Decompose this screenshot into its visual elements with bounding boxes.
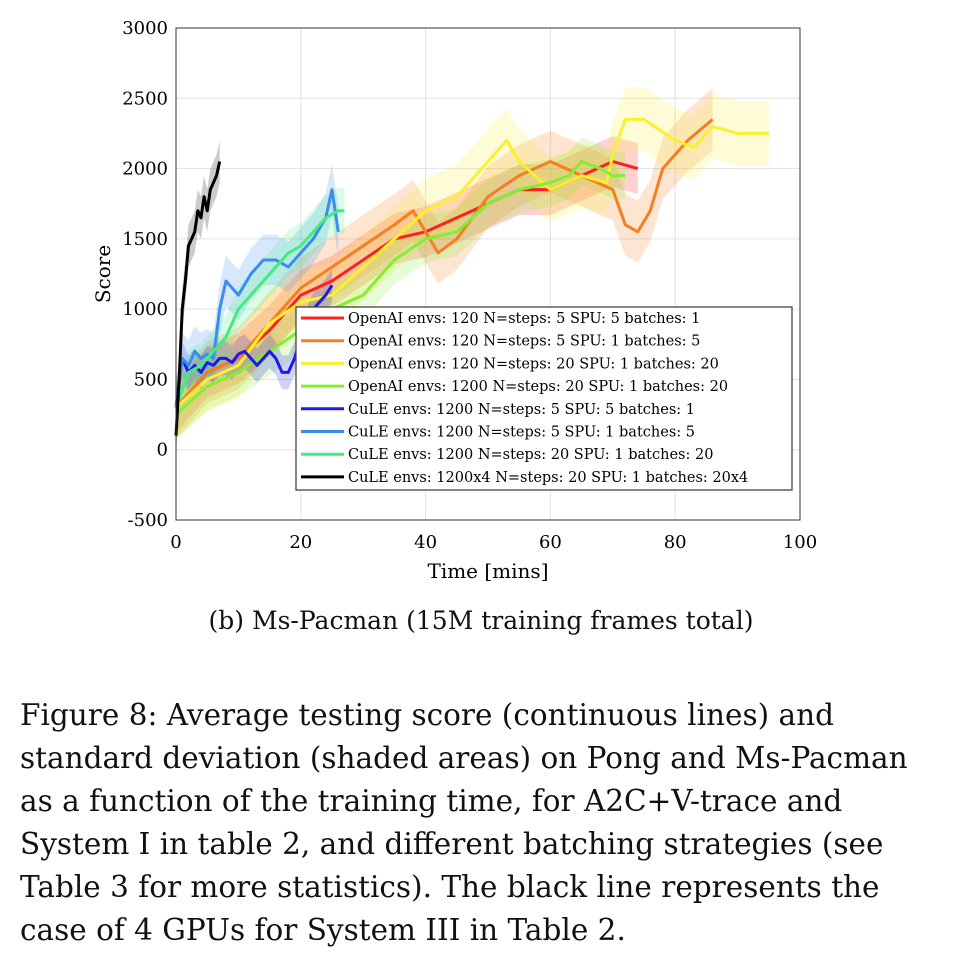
y-tick-label: 0: [157, 440, 168, 461]
subcaption: (b) Ms-Pacman (15M training frames total…: [208, 606, 754, 635]
y-tick-label: 1500: [122, 229, 168, 250]
legend-entry: CuLE envs: 1200x4 N=steps: 20 SPU: 1 bat…: [348, 470, 748, 486]
legend-entry: OpenAI envs: 1200 N=steps: 20 SPU: 1 bat…: [348, 379, 728, 395]
series-line: [174, 160, 626, 416]
x-tick-label: 0: [170, 532, 181, 553]
y-tick-label: 2000: [122, 159, 168, 180]
y-tick-label: 3000: [122, 18, 168, 39]
legend-entry: OpenAI envs: 120 N=steps: 20 SPU: 1 batc…: [348, 356, 719, 372]
std-band: [176, 164, 339, 433]
x-tick-label: 80: [664, 532, 687, 553]
legend-entry: CuLE envs: 1200 N=steps: 5 SPU: 1 batche…: [348, 425, 695, 441]
std-band: [176, 140, 220, 457]
y-tick-label: 500: [134, 369, 168, 390]
x-tick-label: 100: [783, 532, 817, 553]
legend-box: [295, 306, 793, 491]
caption-line: case of 4 GPUs for System III in Table 2…: [20, 913, 626, 947]
x-tick-label: 60: [539, 532, 562, 553]
y-axis-label: Score: [91, 245, 115, 303]
x-tick-label: 20: [289, 532, 312, 553]
y-tick-label: 1000: [122, 299, 168, 320]
series-line: [174, 161, 222, 436]
caption-line: Table 3 for more statistics). The black …: [20, 870, 880, 904]
series-line: [174, 188, 340, 408]
x-axis-label: Time [mins]: [427, 559, 548, 583]
caption-line: Figure 8: Average testing score (continu…: [20, 698, 834, 732]
caption-line: System I in table 2, and different batch…: [20, 827, 884, 861]
y-tick-label: -500: [128, 510, 168, 531]
y-tick-label: 2500: [122, 88, 168, 109]
figure-caption: Figure 8: Average testing score (continu…: [20, 694, 945, 952]
legend-entry: CuLE envs: 1200 N=steps: 5 SPU: 5 batche…: [348, 402, 695, 418]
plot-frame: [175, 27, 801, 521]
score-vs-time-chart: 0 20 40 60 80 100-500050010001500200025003000…: [91, 18, 817, 583]
legend-entry: OpenAI envs: 120 N=steps: 5 SPU: 5 batch…: [348, 311, 700, 327]
series-line: [174, 209, 345, 409]
std-band: [176, 137, 626, 439]
std-band: [176, 188, 345, 431]
legend-entry: CuLE envs: 1200 N=steps: 20 SPU: 1 batch…: [348, 447, 713, 463]
caption-line: standard deviation (shaded areas) on Pon…: [20, 741, 908, 775]
caption-line: as a function of the training time, for …: [20, 784, 843, 818]
series-line: [174, 118, 714, 409]
x-tick-label: 40: [414, 532, 437, 553]
series-line: [174, 117, 769, 409]
legend-entry: OpenAI envs: 120 N=steps: 5 SPU: 1 batch…: [348, 334, 700, 350]
std-band: [176, 136, 638, 433]
